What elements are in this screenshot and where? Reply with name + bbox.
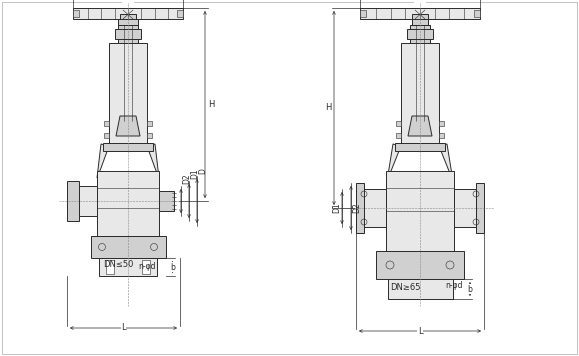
Text: H: H <box>208 100 214 109</box>
Text: D0: D0 <box>122 0 134 2</box>
Bar <box>401 43 439 146</box>
Polygon shape <box>67 181 79 221</box>
Bar <box>412 14 428 22</box>
Text: H: H <box>325 104 331 112</box>
Bar <box>376 251 464 279</box>
Bar <box>73 8 183 19</box>
Polygon shape <box>159 191 174 211</box>
Bar <box>118 19 138 25</box>
Bar <box>109 43 147 146</box>
Polygon shape <box>476 183 484 233</box>
Bar <box>103 143 153 151</box>
Bar <box>99 258 157 276</box>
Bar <box>395 143 445 151</box>
Text: n-φd: n-φd <box>445 281 463 290</box>
Bar <box>90 236 166 258</box>
Bar <box>474 10 480 17</box>
Text: D: D <box>198 168 207 174</box>
Bar <box>142 260 150 274</box>
Bar <box>439 121 444 126</box>
Text: b: b <box>170 262 175 272</box>
Bar <box>120 14 136 22</box>
Text: DN≤50: DN≤50 <box>103 260 133 269</box>
Text: D1: D1 <box>190 168 199 179</box>
Text: D2: D2 <box>352 203 361 213</box>
Polygon shape <box>364 189 386 227</box>
Text: L: L <box>417 326 422 335</box>
Bar <box>115 29 141 39</box>
Text: DN≥65: DN≥65 <box>390 283 420 292</box>
Bar <box>147 133 152 138</box>
Text: b: b <box>468 284 472 293</box>
Text: D1: D1 <box>332 203 341 213</box>
Bar <box>416 25 424 121</box>
Bar <box>387 279 453 299</box>
Bar <box>410 25 430 43</box>
Polygon shape <box>147 144 159 178</box>
Text: D0: D0 <box>414 0 426 2</box>
Bar <box>118 25 138 43</box>
Bar <box>106 260 114 274</box>
Text: D2: D2 <box>182 173 191 184</box>
Text: n-φd: n-φd <box>138 262 156 271</box>
Bar <box>439 133 444 138</box>
Polygon shape <box>454 189 476 227</box>
Bar <box>360 8 480 19</box>
Bar <box>412 19 428 25</box>
Bar <box>386 171 454 251</box>
Bar <box>177 10 183 17</box>
Polygon shape <box>116 116 140 136</box>
Polygon shape <box>439 144 453 181</box>
Bar <box>104 133 109 138</box>
Bar <box>104 121 109 126</box>
Bar <box>73 10 79 17</box>
Polygon shape <box>387 144 401 181</box>
Polygon shape <box>408 116 432 136</box>
Text: L: L <box>121 324 126 333</box>
Polygon shape <box>356 183 364 233</box>
Bar <box>124 25 132 121</box>
Polygon shape <box>97 144 109 178</box>
Bar <box>396 121 401 126</box>
Bar <box>97 171 159 236</box>
Bar <box>360 10 366 17</box>
Bar <box>147 121 152 126</box>
Polygon shape <box>79 186 97 216</box>
Bar <box>396 133 401 138</box>
Bar <box>407 29 433 39</box>
